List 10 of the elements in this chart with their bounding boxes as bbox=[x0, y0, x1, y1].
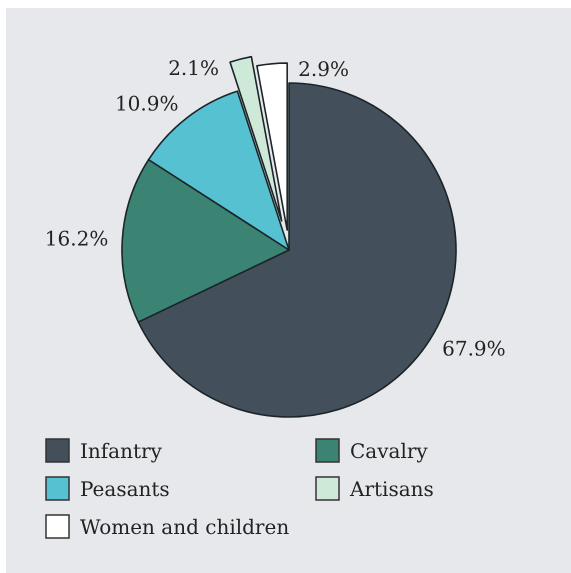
legend-label: Cavalry bbox=[350, 439, 428, 463]
data-label: 10.9% bbox=[114, 91, 179, 116]
legend-label: Infantry bbox=[80, 439, 163, 463]
data-label: 67.9% bbox=[442, 336, 506, 361]
data-label: 16.2% bbox=[44, 226, 108, 250]
legend-label: Peasants bbox=[80, 477, 170, 501]
data-label: 2.9% bbox=[298, 57, 349, 82]
data-label: 2.1% bbox=[168, 56, 220, 80]
legend-label: Women and children bbox=[80, 515, 290, 539]
legend-label: Artisans bbox=[349, 477, 434, 501]
